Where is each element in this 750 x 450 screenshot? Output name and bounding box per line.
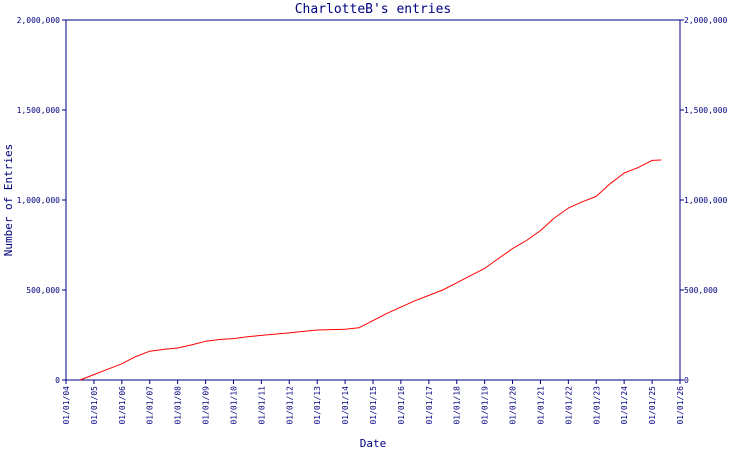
x-tick-label: 01/01/22 xyxy=(564,386,573,425)
x-tick-label: 01/01/24 xyxy=(620,386,629,425)
x-tick-label: 01/01/20 xyxy=(509,386,518,425)
y-tick-label-right: 1,500,000 xyxy=(684,106,728,115)
x-axis: 01/01/04 01/01/05 01/01/06 01/01/07 01/01/08… xyxy=(62,380,685,425)
y-tick-label-right: 500,000 xyxy=(684,286,718,295)
y-tick-label-right: 2,000,000 xyxy=(684,16,728,25)
x-tick-label: 01/01/23 xyxy=(592,386,601,425)
y-axis-left: 0 500,000 1,000,000 1,500,000 2,000,000 xyxy=(17,16,66,385)
y-tick-label-right: 0 xyxy=(684,376,689,385)
y-tick-label-left: 1,500,000 xyxy=(17,106,61,115)
x-tick-label: 01/01/09 xyxy=(202,386,211,425)
x-tick-label: 01/01/11 xyxy=(257,386,266,425)
y-tick-label-right: 1,000,000 xyxy=(684,196,728,205)
x-tick-label: 01/01/19 xyxy=(481,386,490,425)
chart-title: CharlotteB's entries xyxy=(295,2,452,17)
x-tick-label: 01/01/14 xyxy=(341,386,350,425)
y-tick-label-left: 0 xyxy=(55,376,60,385)
x-tick-label: 01/01/26 xyxy=(676,386,685,425)
y-axis-right: 0 500,000 1,000,000 1,500,000 2,000,000 xyxy=(680,16,728,385)
x-tick-label: 01/01/17 xyxy=(425,386,434,425)
x-tick-label: 01/01/05 xyxy=(90,386,99,425)
y-tick-label-left: 500,000 xyxy=(26,286,60,295)
x-tick-label: 01/01/06 xyxy=(118,386,127,425)
x-tick-label: 01/01/13 xyxy=(313,386,322,425)
x-tick-label: 01/01/25 xyxy=(648,386,657,425)
x-tick-label: 01/01/21 xyxy=(536,386,545,425)
x-tick-label: 01/01/12 xyxy=(285,386,294,425)
series-line-1 xyxy=(79,159,662,381)
y-tick-label-left: 1,000,000 xyxy=(17,196,61,205)
x-tick-label: 01/01/08 xyxy=(174,386,183,425)
x-tick-label: 01/01/15 xyxy=(369,386,378,425)
series-layer xyxy=(79,159,662,381)
y-tick-label-left: 2,000,000 xyxy=(17,16,61,25)
x-tick-label: 01/01/07 xyxy=(146,386,155,425)
y-axis-label: Number of Entries xyxy=(2,144,15,257)
x-axis-label: Date xyxy=(360,437,387,450)
x-tick-label: 01/01/04 xyxy=(62,386,71,425)
x-tick-label: 01/01/18 xyxy=(453,386,462,425)
x-tick-label: 01/01/16 xyxy=(397,386,406,425)
x-tick-label: 01/01/10 xyxy=(229,386,238,425)
